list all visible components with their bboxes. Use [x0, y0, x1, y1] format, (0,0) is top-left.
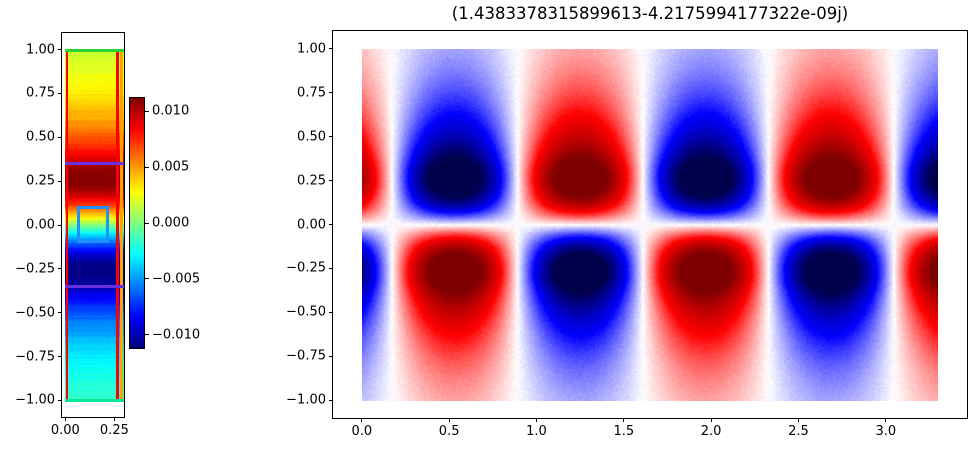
x-tick-label: 0.25 — [100, 424, 129, 437]
y-tick-label: 0.50 — [26, 131, 55, 144]
x-tick-label: 2.0 — [701, 425, 722, 438]
colorbar-tick-mark — [145, 111, 149, 112]
y-tick-label: 0.50 — [297, 130, 326, 143]
y-tick-label: 0.75 — [297, 86, 326, 99]
y-tick-mark — [329, 224, 333, 225]
y-tick-mark — [58, 400, 62, 401]
y-tick-label: 0.00 — [26, 219, 55, 232]
y-tick-mark — [329, 180, 333, 181]
x-tick-mark — [449, 418, 450, 422]
colorbar-tick-mark — [145, 278, 149, 279]
x-tick-label: 0.00 — [51, 424, 80, 437]
y-tick-mark — [58, 49, 62, 50]
x-tick-mark — [361, 418, 362, 422]
colorbar-tick-label: 0.010 — [152, 105, 189, 118]
left-boundary-line-red — [66, 50, 68, 401]
colorbar-tick-mark — [145, 223, 149, 224]
waveguide-core-rect — [77, 206, 109, 243]
x-tick-mark — [623, 418, 624, 422]
y-tick-mark — [58, 225, 62, 226]
y-tick-mark — [58, 93, 62, 94]
x-tick-mark — [798, 418, 799, 422]
figure: (1.4383378315899613-4.2175994177322e-09j… — [0, 0, 977, 451]
x-tick-label: 2.5 — [788, 425, 809, 438]
colorbar-tick-mark — [145, 167, 149, 168]
y-tick-mark — [329, 400, 333, 401]
y-tick-mark — [329, 312, 333, 313]
bottom-boundary-line-springgreen — [65, 399, 124, 402]
y-tick-mark — [329, 268, 333, 269]
top-boundary-line-green — [65, 49, 124, 52]
y-tick-mark — [329, 356, 333, 357]
y-tick-label: 0.25 — [26, 175, 55, 188]
y-tick-label: −0.50 — [15, 306, 55, 319]
y-tick-label: 1.00 — [26, 43, 55, 56]
colorbar-gradient — [130, 98, 144, 348]
y-tick-label: 0.75 — [26, 87, 55, 100]
mode-field-heatmap — [362, 49, 938, 401]
y-tick-mark — [329, 136, 333, 137]
y-tick-mark — [58, 181, 62, 182]
colorbar-tick-label: −0.005 — [152, 272, 200, 285]
y-tick-mark — [58, 356, 62, 357]
x-tick-label: 3.0 — [875, 425, 896, 438]
slab-interface-line-upper — [65, 162, 124, 165]
x-tick-mark — [536, 418, 537, 422]
colorbar-tick-label: 0.005 — [152, 161, 189, 174]
y-tick-label: 1.00 — [297, 42, 326, 55]
y-tick-label: −0.75 — [286, 350, 326, 363]
x-tick-mark — [711, 418, 712, 422]
y-tick-label: 0.00 — [297, 218, 326, 231]
y-tick-label: 0.25 — [297, 174, 326, 187]
plot-title: (1.4383378315899613-4.2175994177322e-09j… — [333, 4, 967, 23]
right-boundary-line-orange — [120, 50, 123, 401]
colorbar-tick-label: 0.000 — [152, 217, 189, 230]
right-boundary-line-red — [116, 50, 119, 401]
x-tick-mark — [885, 418, 886, 422]
x-tick-label: 0.5 — [439, 425, 460, 438]
y-tick-mark — [58, 268, 62, 269]
y-tick-label: −0.25 — [15, 262, 55, 275]
y-tick-label: −0.75 — [15, 350, 55, 363]
x-tick-label: 0.0 — [351, 425, 372, 438]
colorbar-tick-mark — [145, 334, 149, 335]
y-tick-label: −0.25 — [286, 262, 326, 275]
x-tick-label: 1.0 — [526, 425, 547, 438]
y-tick-mark — [58, 137, 62, 138]
x-tick-label: 1.5 — [613, 425, 634, 438]
colorbar-tick-label: −0.010 — [152, 328, 200, 341]
y-tick-label: −1.00 — [286, 394, 326, 407]
y-tick-mark — [329, 92, 333, 93]
y-tick-label: −1.00 — [15, 394, 55, 407]
x-tick-mark — [65, 417, 66, 421]
x-tick-mark — [114, 417, 115, 421]
y-tick-label: −0.50 — [286, 306, 326, 319]
y-tick-mark — [58, 312, 62, 313]
y-tick-mark — [329, 48, 333, 49]
slab-interface-line-lower — [65, 285, 124, 288]
